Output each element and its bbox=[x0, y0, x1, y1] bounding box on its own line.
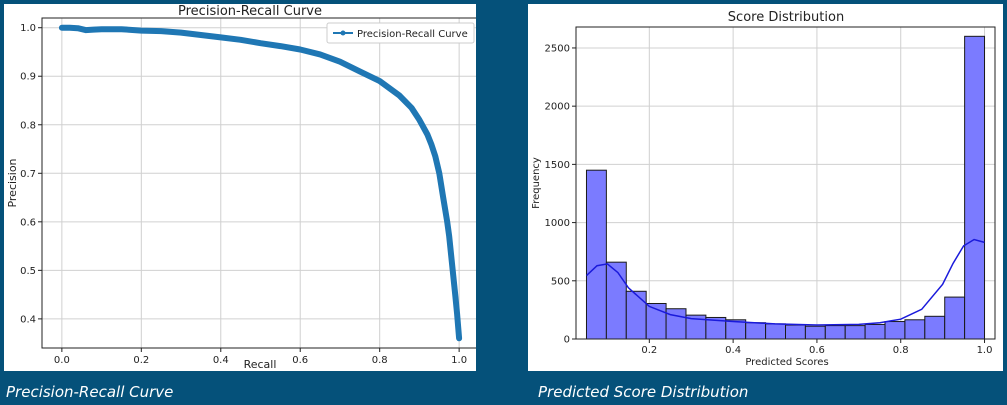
pr-chart: Precision-Recall Curve 0.0 0.2 0.4 0.6 0.8 1.… bbox=[6, 4, 480, 371]
hist-y-tick-label: 2500 bbox=[545, 43, 570, 54]
pr-y-tick-label: 0.8 bbox=[20, 120, 36, 131]
pr-y-tick-label: 0.7 bbox=[20, 169, 36, 180]
hist-bar bbox=[745, 322, 767, 340]
pr-y-tick-label: 0.5 bbox=[20, 266, 36, 277]
hist-caption: Predicted Score Distribution bbox=[538, 383, 749, 401]
pr-y-tick-label: 0.9 bbox=[20, 72, 36, 83]
hist-bar bbox=[904, 319, 926, 340]
hist-y-tick-label: 500 bbox=[551, 276, 570, 287]
hist-bar bbox=[665, 308, 687, 340]
pr-x-axis-label: Recall bbox=[244, 358, 277, 371]
hist-bar bbox=[884, 321, 906, 340]
pr-y-axis-label: Precision bbox=[6, 158, 19, 207]
pr-panel: Precision-Recall Curve 0.0 0.2 0.4 0.6 0.8 1.… bbox=[4, 4, 480, 371]
pr-y-tick-label: 0.4 bbox=[20, 314, 36, 325]
hist-bar bbox=[765, 323, 787, 340]
hist-bar bbox=[605, 261, 627, 340]
pr-legend: Precision-Recall Curve bbox=[326, 22, 475, 44]
hist-x-tick-label: 0.6 bbox=[809, 345, 825, 356]
hist-bar bbox=[804, 325, 826, 340]
pr-legend-marker bbox=[340, 30, 346, 36]
pr-y-tick-label: 0.6 bbox=[20, 217, 36, 228]
hist-bar bbox=[924, 315, 946, 340]
pr-x-tick-label: 1.0 bbox=[451, 355, 467, 366]
pr-series-line bbox=[58, 24, 463, 342]
pr-x-tick-label: 0.6 bbox=[292, 355, 308, 366]
hist-plot-frame bbox=[575, 26, 996, 340]
pr-chart-title: Precision-Recall Curve bbox=[178, 4, 322, 19]
hist-bar bbox=[864, 323, 886, 340]
hist-bar bbox=[785, 324, 806, 340]
hist-chart-title: Score Distribution bbox=[728, 10, 844, 25]
hist-y-axis-label: Frequency bbox=[531, 157, 542, 209]
pr-x-tick-label: 0.0 bbox=[54, 355, 70, 366]
hist-bar bbox=[625, 290, 647, 340]
hist-x-tick-label: 0.4 bbox=[725, 345, 741, 356]
hist-x-tick-label: 0.8 bbox=[893, 345, 909, 356]
pr-x-tick-label: 0.8 bbox=[372, 355, 388, 366]
hist-x-tick-label: 0.2 bbox=[641, 345, 657, 356]
hist-y-tick-label: 1500 bbox=[545, 160, 570, 171]
pr-caption: Precision-Recall Curve bbox=[6, 383, 174, 401]
hist-x-tick-label: 1.0 bbox=[977, 345, 993, 356]
pr-x-tick-label: 0.4 bbox=[213, 355, 229, 366]
hist-y-tick-label: 0 bbox=[564, 335, 570, 346]
hist-panel: Score Distribution 0.2 0.4 0.6 0.8 1.0 0 500 10… bbox=[528, 4, 1003, 371]
pr-y-tick-label: 1.0 bbox=[20, 23, 36, 34]
hist-bar bbox=[964, 35, 986, 340]
hist-kde-line bbox=[585, 238, 985, 326]
pr-x-tick-label: 0.2 bbox=[133, 355, 149, 366]
hist-bar bbox=[585, 169, 607, 340]
hist-y-tick-label: 2000 bbox=[545, 102, 570, 113]
hist-bar bbox=[844, 325, 866, 340]
pr-plot-frame bbox=[41, 17, 480, 349]
hist-x-axis-label: Predicted Scores bbox=[745, 357, 828, 368]
hist-bar bbox=[824, 325, 846, 340]
hist-chart: Score Distribution 0.2 0.4 0.6 0.8 1.0 0 500 10… bbox=[531, 10, 996, 368]
pr-legend-box bbox=[326, 22, 475, 44]
pr-legend-label: Precision-Recall Curve bbox=[357, 29, 468, 40]
hist-bar bbox=[944, 296, 966, 340]
hist-y-tick-label: 1000 bbox=[545, 218, 570, 229]
